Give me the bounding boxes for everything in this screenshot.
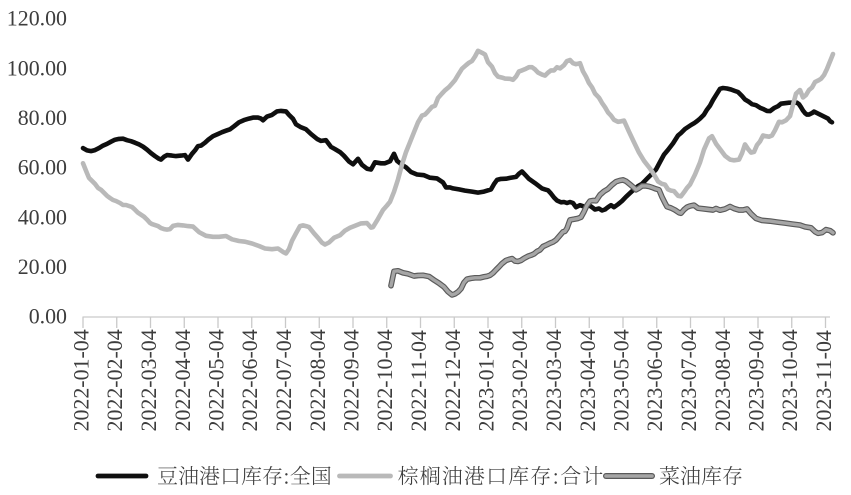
svg-text:2023-06-04: 2023-06-04 xyxy=(642,329,667,431)
svg-text:2022-07-04: 2022-07-04 xyxy=(271,329,296,431)
svg-text:2023-10-04: 2023-10-04 xyxy=(777,329,802,431)
svg-text:2022-05-04: 2022-05-04 xyxy=(204,329,229,431)
svg-text:2023-02-04: 2023-02-04 xyxy=(507,329,532,431)
svg-text:40.00: 40.00 xyxy=(18,204,67,229)
svg-text:2022-03-04: 2022-03-04 xyxy=(136,329,161,431)
svg-text:2022-11-04: 2022-11-04 xyxy=(406,330,431,431)
svg-text:2022-06-04: 2022-06-04 xyxy=(237,329,262,431)
svg-text:2022-08-04: 2022-08-04 xyxy=(305,329,330,431)
svg-text:2022-02-04: 2022-02-04 xyxy=(102,329,127,431)
svg-text:2023-03-04: 2023-03-04 xyxy=(541,329,566,431)
svg-text:2023-05-04: 2023-05-04 xyxy=(609,329,634,431)
svg-text:2023-07-04: 2023-07-04 xyxy=(676,329,701,431)
svg-text:2022-12-04: 2022-12-04 xyxy=(440,329,465,431)
svg-text:2022-01-04: 2022-01-04 xyxy=(69,329,94,431)
svg-text:2022-04-04: 2022-04-04 xyxy=(170,329,195,431)
svg-text:2023-11-04: 2023-11-04 xyxy=(811,330,836,431)
svg-text:60.00: 60.00 xyxy=(18,155,67,180)
svg-text:100.00: 100.00 xyxy=(7,55,67,80)
svg-text:2022-10-04: 2022-10-04 xyxy=(372,329,397,431)
svg-text:2023-04-04: 2023-04-04 xyxy=(575,329,600,431)
svg-text:2023-01-04: 2023-01-04 xyxy=(474,329,499,431)
svg-text:120.00: 120.00 xyxy=(7,6,67,31)
svg-text:0.00: 0.00 xyxy=(29,304,67,329)
svg-text:2022-09-04: 2022-09-04 xyxy=(339,329,364,431)
svg-text:2023-08-04: 2023-08-04 xyxy=(710,329,735,431)
svg-text:20.00: 20.00 xyxy=(18,254,67,279)
svg-text:2023-09-04: 2023-09-04 xyxy=(744,329,769,431)
svg-text:80.00: 80.00 xyxy=(18,105,67,130)
